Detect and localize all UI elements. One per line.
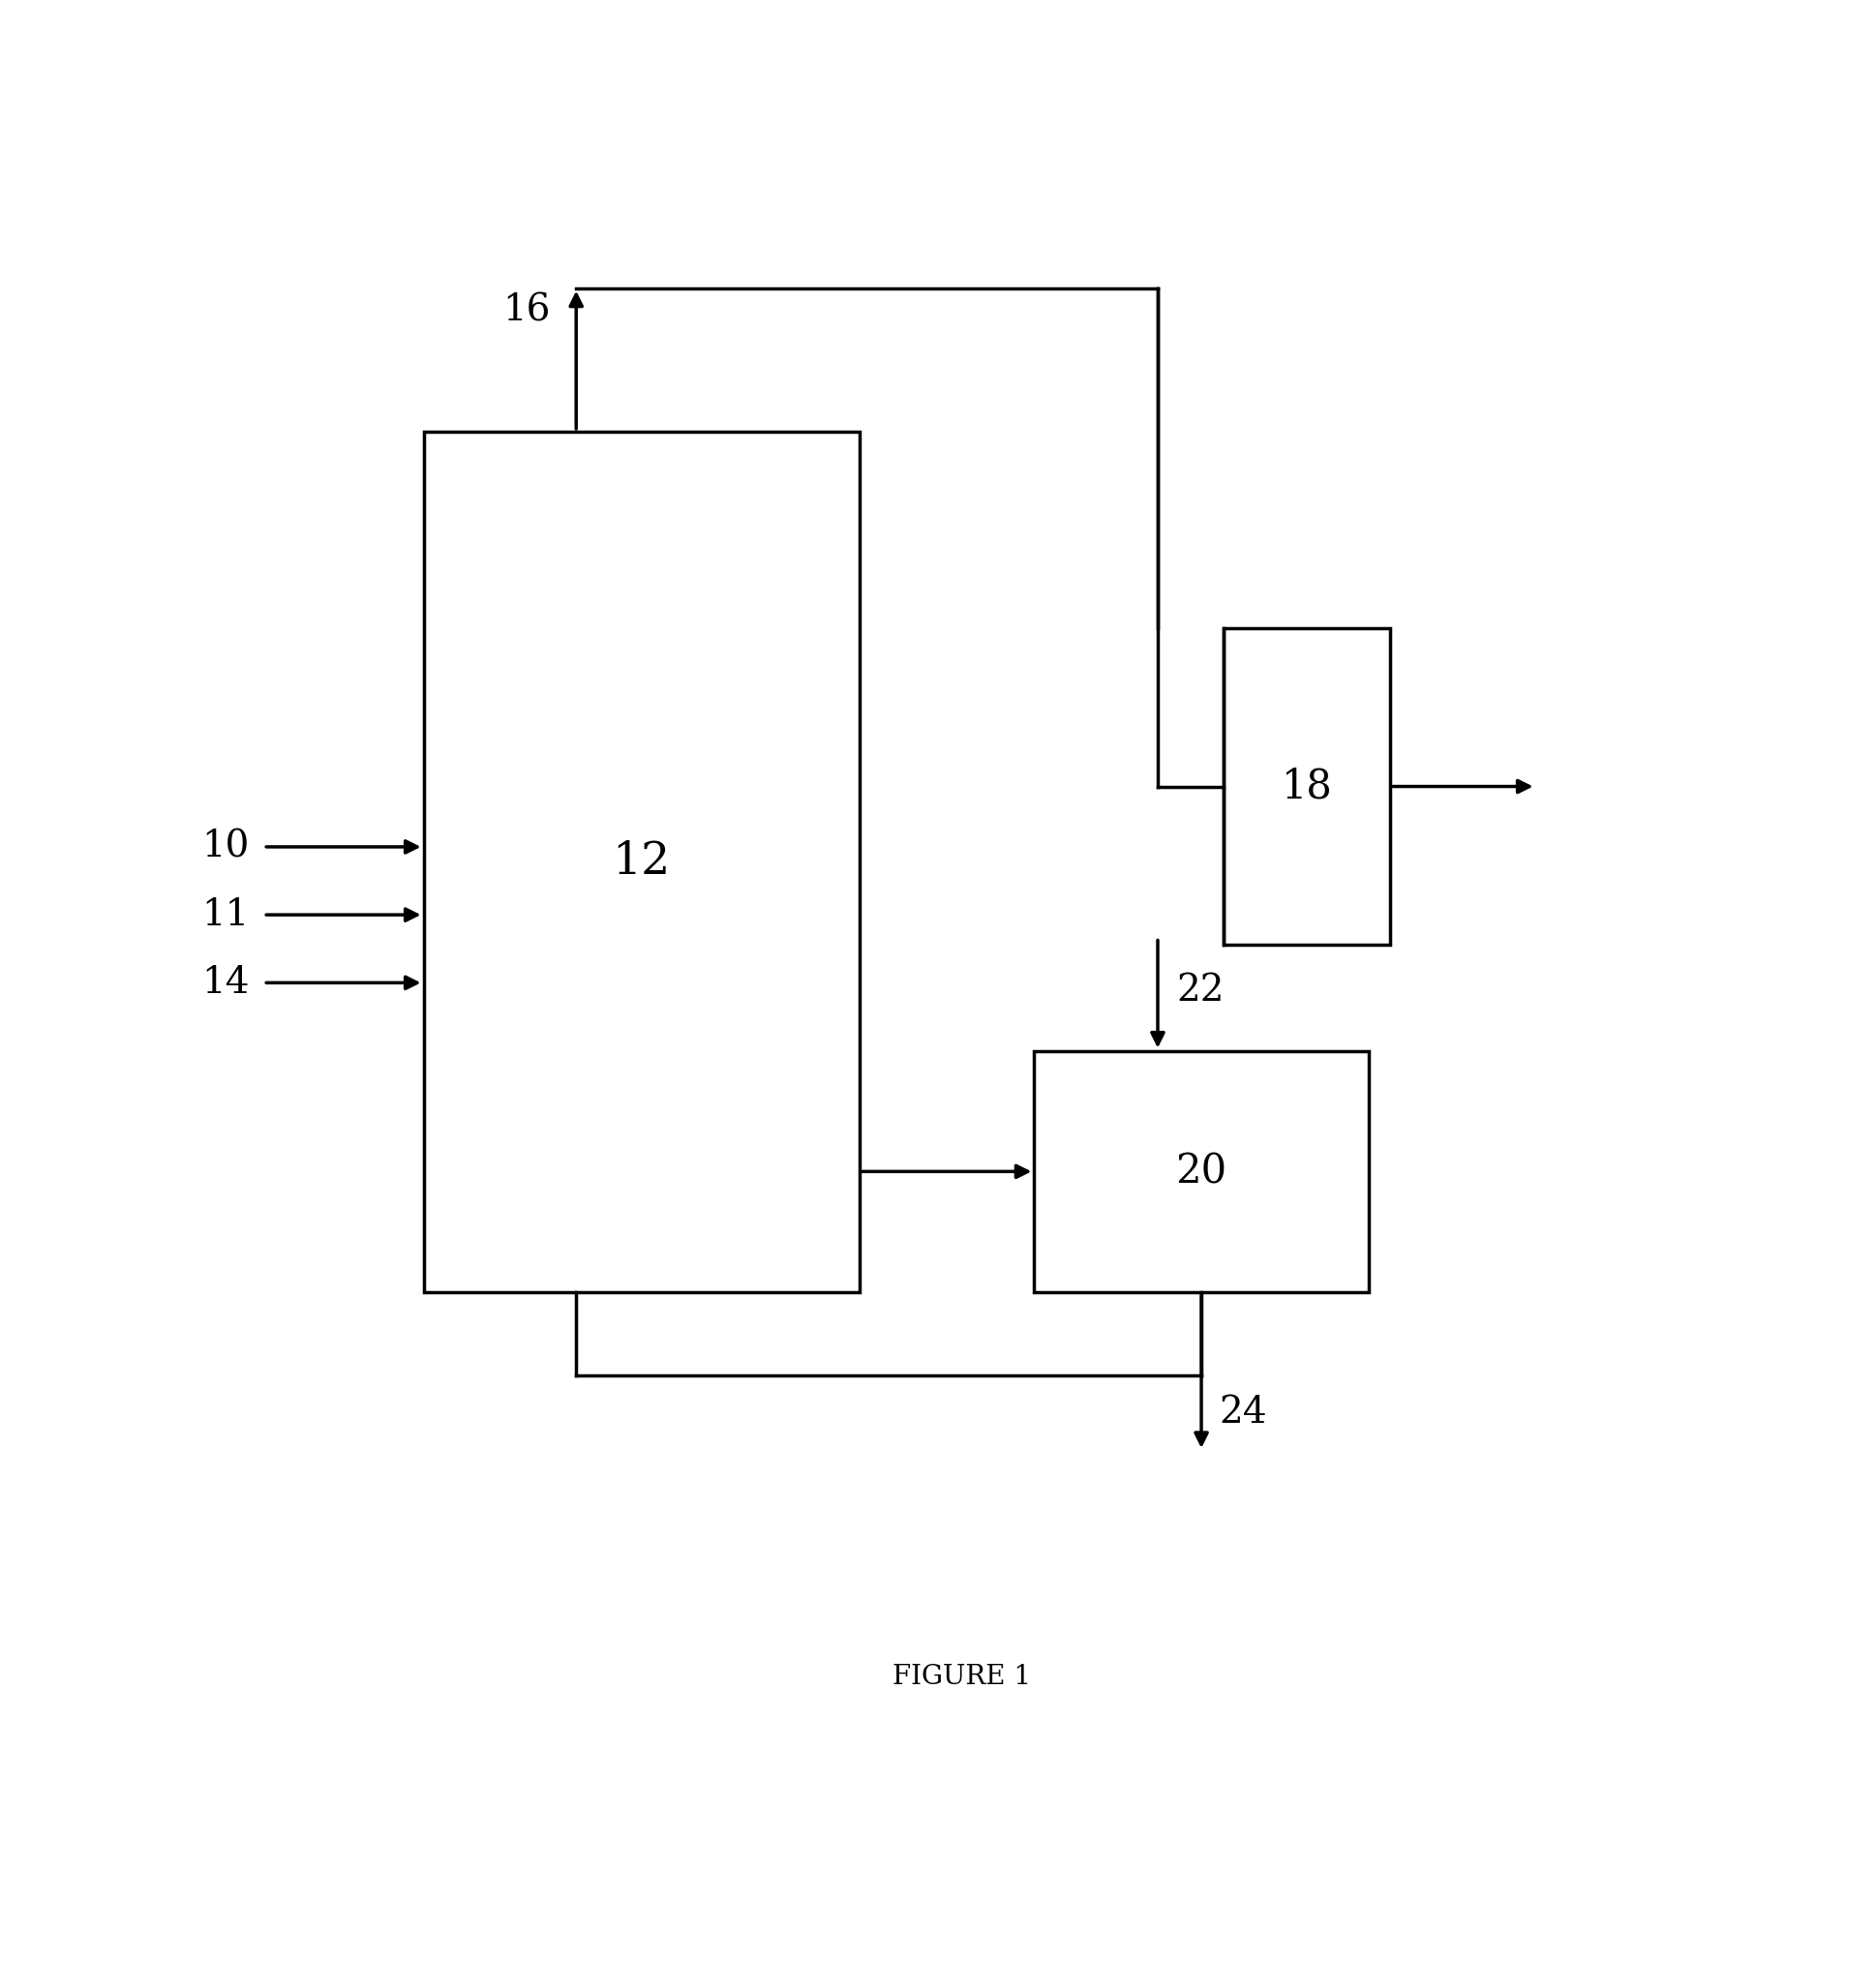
Text: 18: 18 — [1281, 767, 1332, 806]
Text: 10: 10 — [201, 830, 250, 865]
Text: 20: 20 — [1176, 1151, 1227, 1192]
Text: 22: 22 — [1176, 973, 1225, 1008]
Bar — [1034, 1051, 1369, 1292]
Text: 14: 14 — [201, 965, 250, 1000]
Text: 12: 12 — [612, 839, 672, 884]
Bar — [1223, 628, 1390, 945]
Text: 24: 24 — [1219, 1394, 1266, 1432]
Text: 16: 16 — [503, 292, 550, 329]
Bar — [424, 431, 859, 1292]
Text: FIGURE 1: FIGURE 1 — [893, 1665, 1030, 1690]
Text: 11: 11 — [201, 896, 250, 933]
